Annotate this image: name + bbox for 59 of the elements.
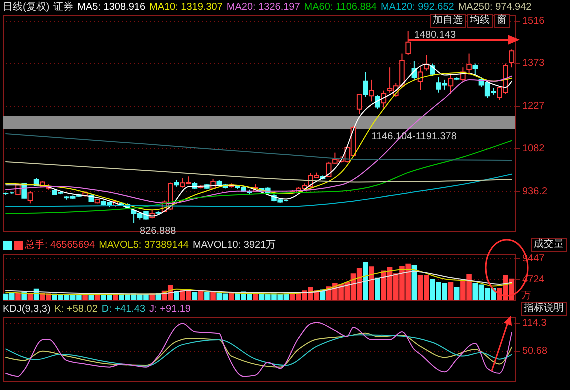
text: K: +58.02	[54, 304, 98, 314]
line-series	[6, 174, 512, 208]
bar	[192, 292, 198, 300]
bar	[198, 291, 204, 300]
text: MAVOL10: 3921万	[192, 240, 276, 251]
bar	[16, 293, 21, 300]
chart-subtitle: 证券	[54, 2, 74, 13]
bar	[113, 294, 118, 300]
bar	[375, 278, 380, 300]
text: MA250: 974.942	[458, 2, 532, 13]
text: MA60: 1106.884	[304, 2, 377, 13]
annotation: 均线	[467, 14, 493, 28]
annotation: 窗	[494, 14, 510, 28]
line-series	[6, 161, 512, 183]
text: MA120: 992.652	[380, 2, 454, 13]
bar	[28, 294, 34, 300]
text: 成交量	[531, 238, 567, 252]
line-series	[6, 322, 512, 378]
chart-title: KDJ(9,3,3)	[3, 304, 51, 314]
bar	[454, 288, 460, 300]
candlestick	[448, 74, 454, 95]
text: MA5: 1308.916	[78, 2, 146, 13]
annotation: 1480.143	[414, 30, 456, 42]
candlestick	[363, 72, 368, 98]
y-axis-title: 万	[522, 290, 532, 302]
candlestick	[466, 53, 472, 76]
candlestick	[375, 95, 380, 110]
y-tick-label: 1227	[522, 101, 546, 112]
candlestick	[369, 79, 374, 102]
chart-title: 日线(复权)	[3, 2, 50, 13]
y-tick-label: 1516	[522, 16, 546, 28]
line-series	[6, 134, 512, 161]
text: MA10: 1319.307	[150, 2, 223, 13]
text: MA20: 1326.197	[226, 2, 300, 13]
candlestick	[472, 63, 478, 77]
bar	[204, 292, 210, 300]
bar	[88, 294, 94, 300]
bar	[369, 266, 374, 300]
candlestick	[406, 30, 411, 56]
bar	[412, 265, 418, 300]
text: MAVOL5: 37389144	[99, 240, 189, 251]
candlestick	[356, 94, 362, 115]
text: 指标说明	[521, 302, 567, 316]
bar	[82, 294, 88, 300]
y-tick-label: 1082	[522, 144, 546, 155]
annotation: 加自选	[430, 14, 466, 28]
y-tick-label: 936.2	[522, 186, 548, 198]
bar	[363, 262, 368, 300]
text: D: +41.43	[102, 304, 146, 314]
bar	[94, 294, 100, 300]
candlestick	[509, 49, 515, 68]
series-label: J: +91.19	[150, 304, 191, 314]
y-tick-label: 50.68	[522, 346, 548, 358]
y-tick-label: 1373	[522, 58, 546, 70]
line-series	[6, 140, 512, 214]
legend-label: 总手: 46565694	[24, 240, 96, 251]
y-tick-label: 114.3	[522, 318, 548, 330]
candlestick	[28, 190, 34, 204]
bar	[448, 282, 454, 300]
